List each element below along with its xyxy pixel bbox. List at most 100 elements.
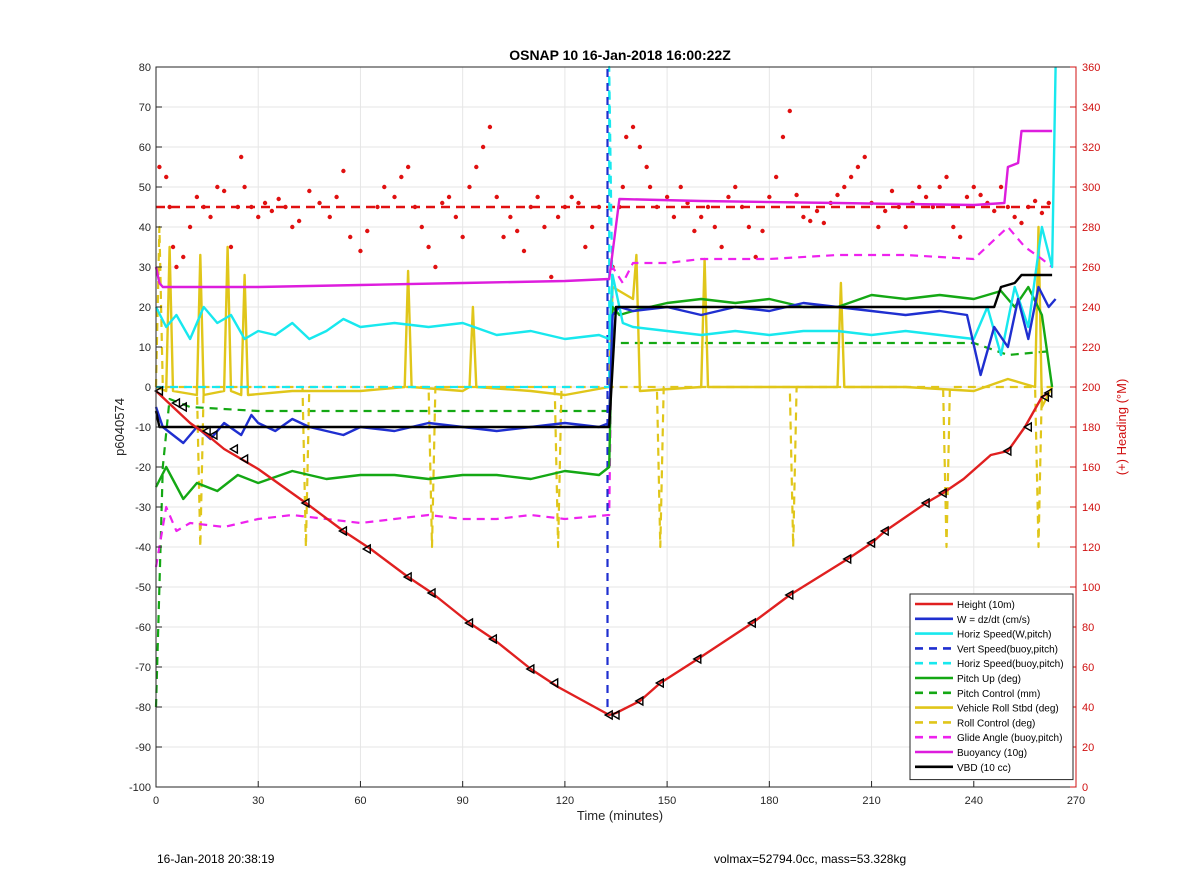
heading-point bbox=[712, 224, 718, 230]
heading-point bbox=[630, 124, 636, 130]
series-line-10 bbox=[154, 129, 1053, 289]
heading-point bbox=[276, 196, 281, 202]
heading-point bbox=[228, 244, 234, 250]
heading-point bbox=[419, 224, 424, 230]
y-tick-label-left: -20 bbox=[135, 462, 151, 474]
height-marker bbox=[201, 425, 211, 437]
heading-point bbox=[474, 164, 479, 170]
heading-point bbox=[814, 208, 820, 214]
x-tick-label: 0 bbox=[153, 795, 159, 807]
heading-point bbox=[549, 274, 554, 280]
height-marker bbox=[171, 397, 181, 409]
height-marker bbox=[920, 497, 930, 509]
heading-point bbox=[992, 208, 997, 214]
height-marker bbox=[177, 401, 187, 413]
height-marker bbox=[1039, 391, 1050, 403]
legend-label: Buoyancy (10g) bbox=[957, 748, 1027, 759]
height-marker bbox=[228, 443, 239, 455]
height-marker bbox=[634, 695, 644, 707]
heading-point bbox=[719, 244, 724, 250]
height-marker bbox=[842, 553, 852, 565]
y-tick-label-left: -40 bbox=[135, 542, 151, 554]
heading-point bbox=[365, 228, 370, 234]
series-line-4 bbox=[156, 65, 614, 389]
height-marker bbox=[239, 453, 249, 465]
heading-point bbox=[944, 174, 949, 180]
legend-box bbox=[909, 593, 1074, 781]
y-tick-label-left: 30 bbox=[139, 262, 151, 274]
series-line-1 bbox=[154, 285, 1057, 445]
y-tick-label-left: -70 bbox=[135, 662, 151, 674]
heading-point bbox=[508, 214, 513, 220]
series-line-11 bbox=[154, 273, 1053, 429]
y-tick-label-left: 40 bbox=[139, 222, 151, 234]
heading-point bbox=[794, 192, 799, 198]
series-line-6 bbox=[154, 341, 1053, 708]
heading-point bbox=[889, 188, 895, 194]
height-marker bbox=[464, 617, 474, 629]
heading-point bbox=[842, 184, 847, 190]
y-tick-label-right: 340 bbox=[1082, 102, 1100, 114]
y-tick-label-left: 50 bbox=[139, 182, 151, 194]
heading-point bbox=[467, 184, 472, 190]
y-axis-label-left: p6040574 bbox=[112, 398, 127, 456]
heading-point bbox=[174, 264, 179, 270]
heading-point bbox=[855, 164, 861, 170]
heading-point bbox=[399, 174, 404, 180]
heading-point bbox=[760, 228, 765, 234]
y-tick-label-left: 0 bbox=[145, 382, 151, 394]
heading-series bbox=[156, 108, 1056, 280]
y-tick-label-right: 360 bbox=[1082, 62, 1100, 74]
series-layer bbox=[154, 65, 1057, 717]
y-tick-label-right: 280 bbox=[1082, 222, 1100, 234]
legend-label: Pitch Up (deg) bbox=[957, 674, 1021, 685]
heading-point bbox=[1039, 210, 1045, 216]
height-marker bbox=[746, 617, 756, 629]
heading-point bbox=[535, 194, 540, 200]
heading-point bbox=[637, 144, 643, 150]
chart-title: OSNAP 10 16-Jan-2018 16:00:22Z bbox=[509, 47, 731, 63]
heading-point bbox=[848, 174, 854, 180]
heading-point bbox=[1019, 220, 1024, 226]
heading-point bbox=[835, 192, 840, 198]
heading-point bbox=[767, 194, 772, 200]
series-line-7 bbox=[155, 225, 1054, 409]
heading-point bbox=[514, 228, 520, 234]
series-line-9 bbox=[154, 225, 1053, 568]
heading-point bbox=[821, 220, 827, 226]
heading-point bbox=[221, 188, 227, 194]
y-tick-label-right: 40 bbox=[1082, 702, 1094, 714]
legend-label: Height (10m) bbox=[957, 600, 1015, 611]
heading-point bbox=[964, 194, 970, 200]
heading-point bbox=[808, 218, 813, 224]
heading-point bbox=[773, 174, 779, 180]
heading-point bbox=[978, 192, 983, 198]
heading-point bbox=[494, 194, 499, 200]
legend-label: Vert Speed(buoy,pitch) bbox=[957, 644, 1058, 655]
heading-point bbox=[256, 214, 261, 220]
axes: 0 30 60 90 120 150 180 210 240 270-100-90-80-70-6… bbox=[129, 62, 1100, 807]
footer-timestamp: 16-Jan-2018 20:38:19 bbox=[157, 852, 275, 866]
height-marker bbox=[153, 385, 164, 397]
y-tick-label-right: 120 bbox=[1082, 542, 1100, 554]
height-marker bbox=[610, 709, 620, 721]
x-tick-label: 120 bbox=[556, 795, 574, 807]
height-marker bbox=[402, 571, 412, 583]
heading-point bbox=[238, 154, 244, 160]
heading-point bbox=[896, 204, 902, 210]
heading-point bbox=[283, 204, 288, 210]
legend-label: VBD (10 cc) bbox=[957, 763, 1011, 774]
y-tick-label-right: 0 bbox=[1082, 782, 1088, 794]
heading-point bbox=[876, 224, 881, 230]
heading-point bbox=[487, 124, 493, 130]
y-tick-label-right: 140 bbox=[1082, 502, 1100, 514]
legend-label: Horiz Speed(W,pitch) bbox=[957, 630, 1051, 641]
heading-point bbox=[269, 208, 275, 214]
y-tick-label-left: 20 bbox=[139, 302, 151, 314]
heading-point bbox=[164, 174, 169, 180]
heading-point bbox=[412, 204, 418, 210]
x-tick-label: 90 bbox=[457, 795, 469, 807]
heading-point bbox=[480, 144, 486, 150]
y-tick-label-right: 160 bbox=[1082, 462, 1100, 474]
heading-point bbox=[998, 184, 1004, 190]
